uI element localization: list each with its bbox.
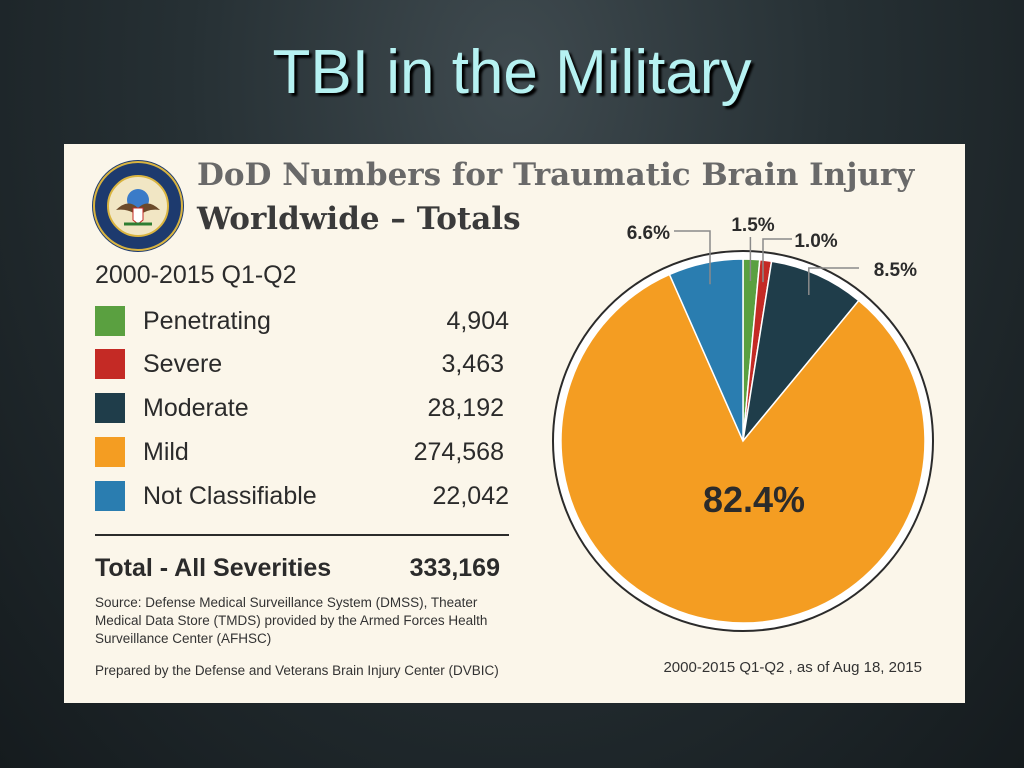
callout-line — [808, 267, 859, 295]
legend-label: Moderate — [143, 394, 249, 422]
period-label: 2000-2015 Q1-Q2 — [95, 261, 297, 289]
dod-seal-logo — [92, 160, 184, 252]
prepared-by-note: Prepared by the Defense and Veterans Bra… — [95, 663, 499, 678]
legend-label: Penetrating — [143, 307, 271, 335]
legend-value: 274,568 — [413, 438, 504, 466]
legend-item-not-classifiable: Not Classifiable 22,042 — [95, 479, 509, 511]
slice-label-not-classifiable: 6.6% — [627, 223, 670, 244]
as-of-date: 2000-2015 Q1-Q2 , as of Aug 18, 2015 — [663, 659, 922, 676]
legend-swatch — [95, 306, 125, 336]
legend-swatch — [95, 437, 125, 467]
pie-slice-mild — [560, 273, 926, 624]
pie-slice-not-classifiable — [668, 258, 744, 442]
legend-label: Mild — [143, 438, 189, 466]
legend-swatch — [95, 349, 125, 379]
legend-value: 4,904 — [446, 307, 509, 335]
source-note: Source: Defense Medical Surveillance Sys… — [95, 595, 488, 646]
legend-swatch — [95, 481, 125, 511]
callout-line — [674, 230, 711, 285]
divider — [95, 534, 509, 536]
slice-label-moderate: 8.5% — [874, 260, 917, 281]
legend-swatch — [95, 393, 125, 423]
slice-label-penetrating: 1.5% — [731, 215, 774, 236]
total-value: 333,169 — [409, 554, 500, 582]
legend-item-severe: Severe 3,463 — [95, 347, 509, 379]
pie-slice-moderate — [741, 260, 860, 444]
slice-label-mild: 82.4% — [703, 479, 805, 520]
legend-item-penetrating: Penetrating 4,904 — [95, 304, 509, 336]
callout-line — [762, 238, 792, 283]
slice-label-severe: 1.0% — [794, 231, 837, 252]
infographic-heading: DoD Numbers for Traumatic Brain Injury — [197, 157, 915, 193]
legend-value: 28,192 — [427, 394, 504, 422]
legend-value: 22,042 — [432, 482, 509, 510]
legend-item-mild: Mild 274,568 — [95, 435, 509, 467]
slide-title: TBI in the Military — [272, 38, 752, 107]
pie-chart: 1.5% 1.0% 8.5% 82.4% 6.6% — [552, 215, 934, 632]
infographic-subheading: Worldwide – Totals — [197, 201, 521, 237]
legend-label: Not Classifiable — [143, 482, 317, 510]
legend-label: Severe — [143, 350, 223, 378]
legend-item-moderate: Moderate 28,192 — [95, 391, 509, 423]
total-label: Total - All Severities — [95, 554, 332, 582]
legend-value: 3,463 — [441, 350, 504, 378]
infographic-panel: DoD Numbers for Traumatic Brain Injury W… — [64, 144, 965, 703]
